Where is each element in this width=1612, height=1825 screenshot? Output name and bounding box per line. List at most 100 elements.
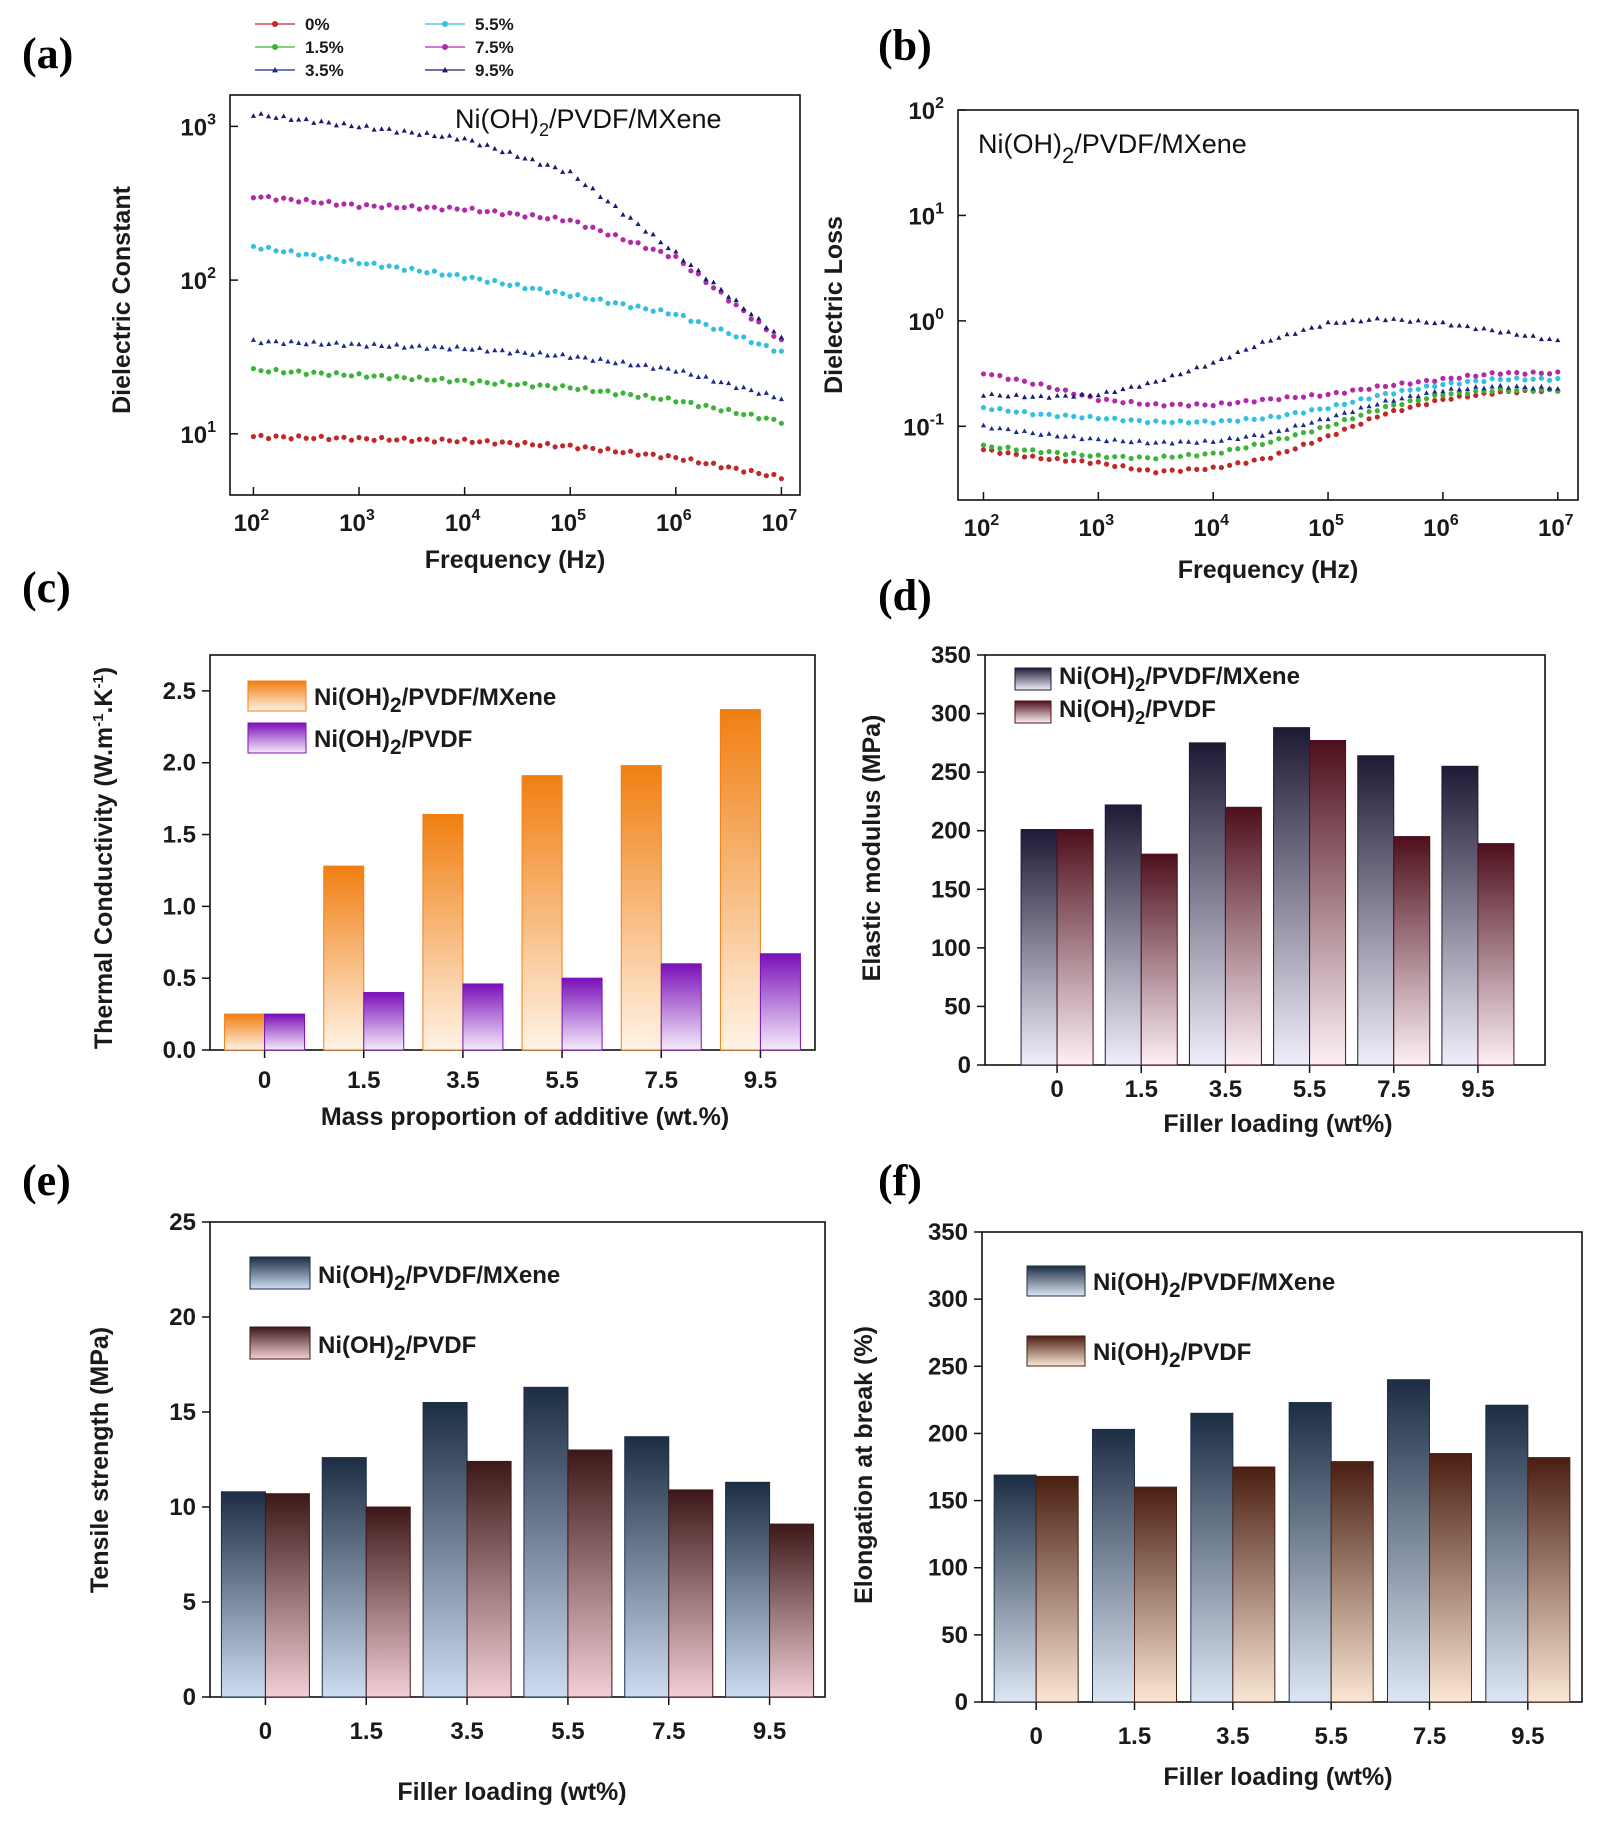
data-point bbox=[348, 123, 355, 129]
data-point bbox=[1546, 371, 1553, 377]
data-point bbox=[1210, 464, 1216, 470]
data-point bbox=[431, 377, 438, 383]
data-point bbox=[756, 416, 762, 422]
data-point bbox=[409, 129, 415, 135]
data-point bbox=[507, 350, 513, 356]
data-point bbox=[1505, 329, 1512, 334]
legend-main: Ni(OH) bbox=[1059, 696, 1135, 723]
data-point bbox=[748, 467, 754, 474]
data-point bbox=[1358, 318, 1364, 324]
y-tick-label: 102 bbox=[908, 95, 944, 125]
data-point bbox=[726, 380, 732, 386]
data-point bbox=[1366, 403, 1372, 409]
data-point bbox=[1382, 390, 1389, 397]
data-point bbox=[371, 260, 377, 266]
data-point bbox=[582, 385, 588, 391]
bar-d-series1-0 bbox=[1020, 829, 1058, 1066]
data-point bbox=[1276, 335, 1282, 340]
x-tick-label: 1.5 bbox=[350, 1718, 383, 1745]
data-point bbox=[1153, 378, 1159, 384]
data-point bbox=[363, 261, 370, 267]
data-point bbox=[1407, 381, 1413, 387]
data-point bbox=[741, 411, 747, 418]
data-point bbox=[1227, 462, 1233, 468]
data-point bbox=[778, 334, 785, 340]
panel-f-elongation-at-break: Elongation at break (%) Filler loading (… bbox=[850, 1219, 1583, 1791]
data-point bbox=[771, 471, 777, 478]
data-point bbox=[1358, 396, 1364, 402]
data-point bbox=[371, 126, 377, 132]
data-point bbox=[1071, 413, 1077, 420]
data-point bbox=[1120, 463, 1126, 469]
axis-ticks: 0 5 10 15 20 25 0 1.5 3.5 5.5 7.5 9.5 bbox=[169, 1209, 786, 1745]
data-point bbox=[726, 294, 732, 299]
legend-label: 1.5% bbox=[305, 38, 344, 57]
data-point bbox=[1333, 389, 1339, 396]
data-point bbox=[1259, 416, 1266, 422]
bar-e-series1-9-5 bbox=[725, 1481, 771, 1698]
data-point bbox=[1103, 396, 1110, 402]
data-point bbox=[1112, 398, 1118, 404]
y-tick-label: 0 bbox=[958, 1052, 971, 1079]
data-point bbox=[439, 375, 445, 382]
data-point bbox=[1546, 377, 1553, 383]
data-point bbox=[1432, 392, 1438, 398]
data-point bbox=[1013, 409, 1019, 415]
data-point bbox=[627, 448, 634, 454]
data-point bbox=[1317, 406, 1323, 412]
data-point bbox=[1522, 384, 1528, 390]
data-point bbox=[1399, 407, 1405, 414]
data-point bbox=[1407, 398, 1413, 404]
data-point bbox=[605, 232, 611, 238]
bar-c-series2-0 bbox=[264, 1013, 306, 1051]
y-tick-label: 50 bbox=[944, 993, 971, 1020]
data-point bbox=[1333, 320, 1339, 325]
data-point bbox=[650, 451, 656, 457]
data-point bbox=[1161, 468, 1167, 474]
data-point bbox=[748, 316, 754, 322]
y-tick-label: 25 bbox=[169, 1209, 196, 1236]
data-point bbox=[386, 344, 392, 349]
x-tick-label: 106 bbox=[1423, 512, 1459, 542]
data-point bbox=[371, 373, 377, 379]
data-point bbox=[431, 268, 438, 274]
data-point bbox=[590, 358, 596, 363]
data-point bbox=[590, 297, 596, 303]
data-point bbox=[409, 343, 415, 349]
data-point bbox=[1071, 393, 1077, 399]
data-point bbox=[1210, 402, 1216, 409]
data-point bbox=[492, 441, 498, 447]
data-point bbox=[1153, 439, 1159, 445]
data-point bbox=[1473, 392, 1479, 399]
y-tick-exponent: 3 bbox=[207, 111, 216, 128]
data-point bbox=[484, 279, 490, 285]
data-point bbox=[1144, 380, 1151, 386]
data-point bbox=[416, 132, 422, 137]
data-point bbox=[1046, 411, 1052, 417]
data-point bbox=[771, 328, 777, 334]
data-point bbox=[733, 334, 739, 340]
data-point bbox=[356, 204, 362, 210]
x-tick-label: 3.5 bbox=[1216, 1723, 1249, 1750]
data-point bbox=[1177, 401, 1183, 407]
data-point bbox=[620, 211, 626, 217]
data-point bbox=[1284, 435, 1290, 442]
data-point bbox=[1112, 436, 1118, 442]
data-point bbox=[741, 469, 747, 475]
data-point bbox=[763, 324, 769, 330]
data-point bbox=[1087, 413, 1093, 419]
panel-a-dielectric-constant: Ni(OH)2/PVDF/MXene Dielectric Constant F… bbox=[108, 15, 801, 574]
data-point bbox=[484, 380, 490, 386]
data-point bbox=[1112, 454, 1118, 460]
data-point bbox=[627, 305, 634, 311]
data-point bbox=[1128, 384, 1134, 389]
y-tick-label: 101 bbox=[180, 419, 216, 449]
data-point bbox=[575, 176, 581, 181]
data-point bbox=[627, 215, 634, 220]
bar-d-series1-5-5 bbox=[1273, 727, 1311, 1066]
data-point bbox=[507, 210, 513, 216]
data-point bbox=[1210, 359, 1216, 365]
data-point bbox=[424, 270, 430, 276]
data-point bbox=[658, 364, 664, 370]
x-tick-exponent: 4 bbox=[1220, 512, 1229, 529]
